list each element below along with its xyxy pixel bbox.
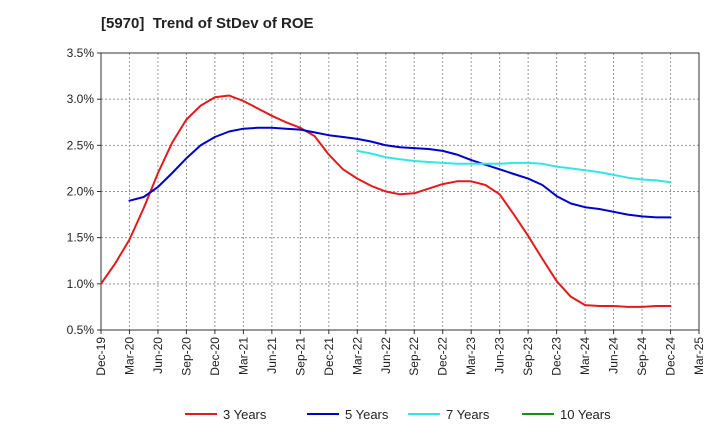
series-line-5-years bbox=[128, 126, 672, 219]
chart-title: [5970] Trend of StDev of ROE bbox=[101, 15, 314, 32]
x-tick-label: Dec-22 bbox=[436, 337, 450, 376]
x-tick-label: Mar-21 bbox=[236, 337, 250, 375]
x-tick-label: Dec-19 bbox=[94, 337, 108, 376]
x-tick-label: Mar-25 bbox=[692, 337, 706, 375]
x-tick-label: Mar-20 bbox=[122, 337, 136, 375]
x-tick-label: Sep-23 bbox=[521, 337, 535, 376]
y-tick-label: 1.0% bbox=[67, 277, 95, 291]
x-tick-label: Jun-22 bbox=[379, 337, 393, 374]
axis-layer: 0.5% 1.0% 1.5% 2.0% 2.5% 3.0% 3.5% Dec-19 Mar-20… bbox=[67, 46, 706, 376]
x-tick-label: Dec-24 bbox=[664, 337, 678, 376]
x-tick-label: Dec-23 bbox=[550, 337, 564, 376]
legend: 3 Years 5 Years 7 Years 10 Years bbox=[185, 407, 611, 422]
grid-layer bbox=[101, 53, 699, 330]
x-tick-label: Dec-20 bbox=[208, 337, 222, 376]
x-tick-label: Dec-21 bbox=[322, 337, 336, 376]
legend-label: 10 Years bbox=[560, 407, 611, 422]
legend-label: 7 Years bbox=[446, 407, 490, 422]
series-line-7-years bbox=[356, 149, 672, 184]
x-tick-label: Mar-23 bbox=[464, 337, 478, 375]
x-tick-label: Jun-21 bbox=[265, 337, 279, 374]
x-tick-label: Mar-22 bbox=[350, 337, 364, 375]
legend-label: 3 Years bbox=[223, 407, 267, 422]
legend-label: 5 Years bbox=[345, 407, 389, 422]
y-tick-label: 3.0% bbox=[67, 92, 95, 106]
series-line-3-years bbox=[100, 94, 672, 308]
x-tick-label: Sep-20 bbox=[179, 337, 193, 376]
series-layer bbox=[100, 94, 672, 308]
x-tick-label: Jun-24 bbox=[607, 337, 621, 374]
x-tick-label: Sep-24 bbox=[635, 337, 649, 376]
x-tick-label: Mar-24 bbox=[578, 337, 592, 375]
y-tick-label: 0.5% bbox=[67, 323, 95, 337]
y-tick-label: 2.5% bbox=[67, 138, 95, 152]
y-tick-label: 2.0% bbox=[67, 185, 95, 199]
y-tick-label: 1.5% bbox=[67, 231, 95, 245]
x-tick-label: Sep-21 bbox=[293, 337, 307, 376]
x-tick-label: Jun-20 bbox=[151, 337, 165, 374]
x-tick-label: Sep-22 bbox=[407, 337, 421, 376]
y-tick-label: 3.5% bbox=[67, 46, 95, 60]
x-tick-label: Jun-23 bbox=[493, 337, 507, 374]
